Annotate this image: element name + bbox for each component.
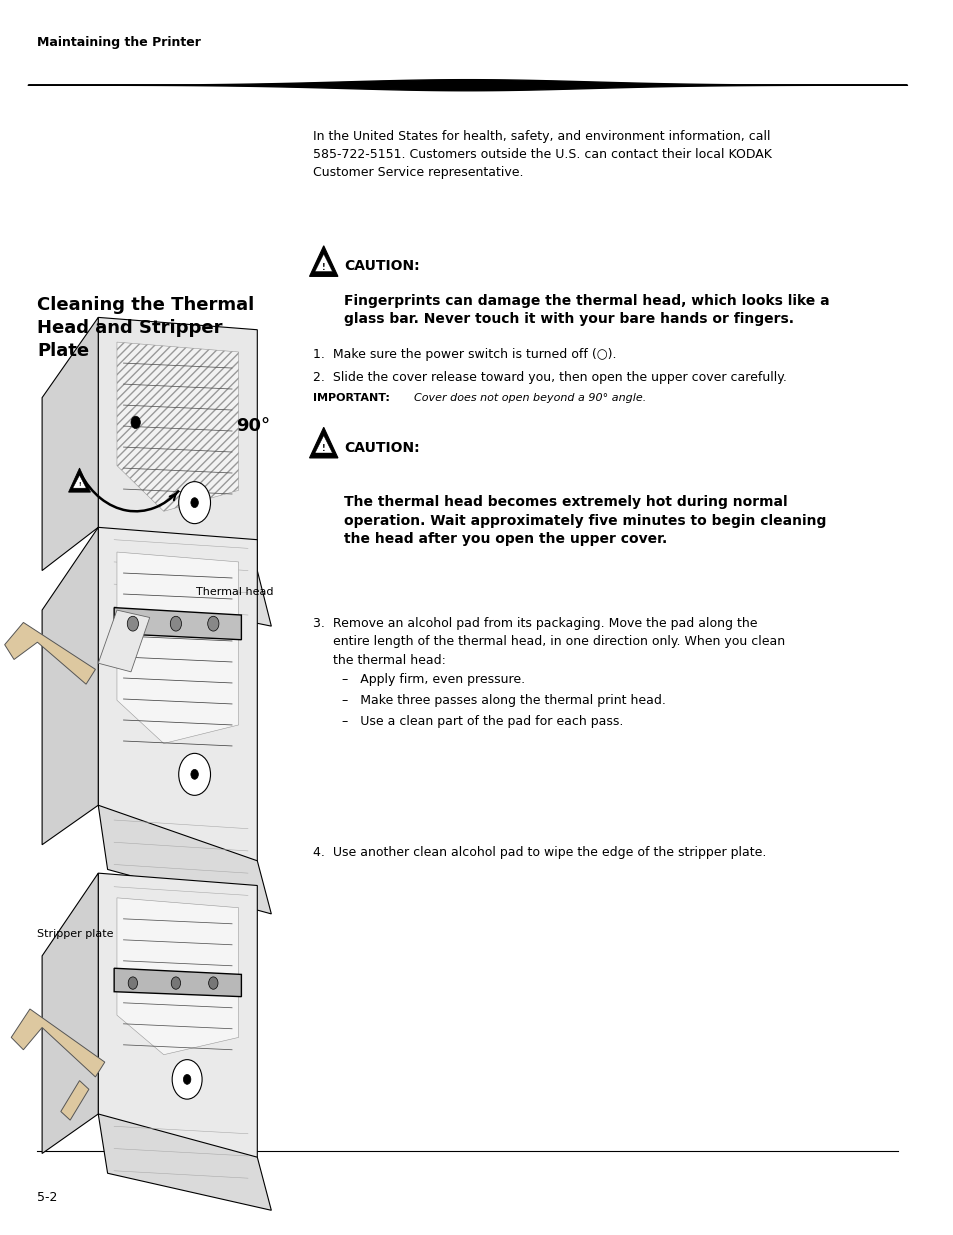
Polygon shape — [309, 427, 337, 458]
Polygon shape — [42, 527, 98, 845]
Polygon shape — [98, 317, 257, 601]
Text: 5-2: 5-2 — [37, 1191, 58, 1204]
Text: !: ! — [78, 483, 81, 488]
Polygon shape — [69, 468, 91, 492]
Text: 2.  Slide the cover release toward you, then open the upper cover carefully.: 2. Slide the cover release toward you, t… — [314, 370, 786, 384]
Text: The thermal head becomes extremely hot during normal
operation. Wait approximate: The thermal head becomes extremely hot d… — [344, 495, 826, 546]
Circle shape — [178, 482, 211, 524]
Circle shape — [191, 498, 198, 508]
Text: !: ! — [321, 263, 325, 272]
Circle shape — [128, 977, 137, 989]
Polygon shape — [114, 608, 241, 640]
Polygon shape — [314, 436, 332, 453]
Text: Stripper plate: Stripper plate — [37, 929, 113, 939]
Text: IMPORTANT:: IMPORTANT: — [314, 393, 390, 403]
Circle shape — [131, 416, 140, 429]
Polygon shape — [98, 527, 271, 626]
Circle shape — [178, 753, 211, 795]
Circle shape — [127, 616, 138, 631]
Polygon shape — [5, 622, 95, 684]
Text: Cleaning the Thermal
Head and Stripper
Plate: Cleaning the Thermal Head and Stripper P… — [37, 296, 254, 361]
Circle shape — [183, 1074, 191, 1084]
Polygon shape — [72, 475, 86, 488]
Text: 3.  Remove an alcohol pad from its packaging. Move the pad along the
     entire: 3. Remove an alcohol pad from its packag… — [314, 618, 784, 667]
Polygon shape — [117, 898, 238, 1055]
Text: 4.  Use another clean alcohol pad to wipe the edge of the stripper plate.: 4. Use another clean alcohol pad to wipe… — [314, 846, 766, 860]
Polygon shape — [98, 873, 257, 1182]
Polygon shape — [314, 254, 332, 272]
Text: 90°: 90° — [235, 417, 270, 435]
Text: –   Make three passes along the thermal print head.: – Make three passes along the thermal pr… — [341, 694, 664, 708]
Text: CAUTION:: CAUTION: — [344, 441, 419, 454]
Text: Cover does not open beyond a 90° angle.: Cover does not open beyond a 90° angle. — [413, 393, 645, 403]
Polygon shape — [98, 805, 271, 914]
Polygon shape — [117, 342, 238, 511]
Circle shape — [172, 1060, 202, 1099]
Text: Fingerprints can damage the thermal head, which looks like a
glass bar. Never to: Fingerprints can damage the thermal head… — [344, 294, 829, 326]
Polygon shape — [42, 873, 98, 1153]
Text: 1.  Make sure the power switch is turned off (○).: 1. Make sure the power switch is turned … — [314, 348, 617, 362]
Polygon shape — [98, 527, 257, 885]
Polygon shape — [98, 1114, 271, 1210]
Polygon shape — [11, 1009, 105, 1077]
Polygon shape — [114, 968, 241, 997]
Polygon shape — [309, 246, 337, 277]
Text: !: ! — [321, 445, 325, 453]
Text: Maintaining the Printer: Maintaining the Printer — [37, 36, 201, 49]
Circle shape — [209, 977, 218, 989]
Polygon shape — [42, 317, 98, 571]
Polygon shape — [117, 552, 238, 743]
Polygon shape — [28, 80, 906, 90]
Circle shape — [170, 616, 181, 631]
Circle shape — [171, 977, 180, 989]
Text: CAUTION:: CAUTION: — [344, 259, 419, 273]
Polygon shape — [61, 1081, 89, 1120]
Circle shape — [208, 616, 218, 631]
Text: Thermal head: Thermal head — [196, 587, 274, 597]
Text: In the United States for health, safety, and environment information, call
585-7: In the United States for health, safety,… — [314, 130, 772, 179]
Circle shape — [191, 769, 198, 779]
Text: –   Use a clean part of the pad for each pass.: – Use a clean part of the pad for each p… — [341, 715, 622, 729]
Polygon shape — [98, 610, 150, 672]
Text: –   Apply firm, even pressure.: – Apply firm, even pressure. — [341, 673, 524, 687]
